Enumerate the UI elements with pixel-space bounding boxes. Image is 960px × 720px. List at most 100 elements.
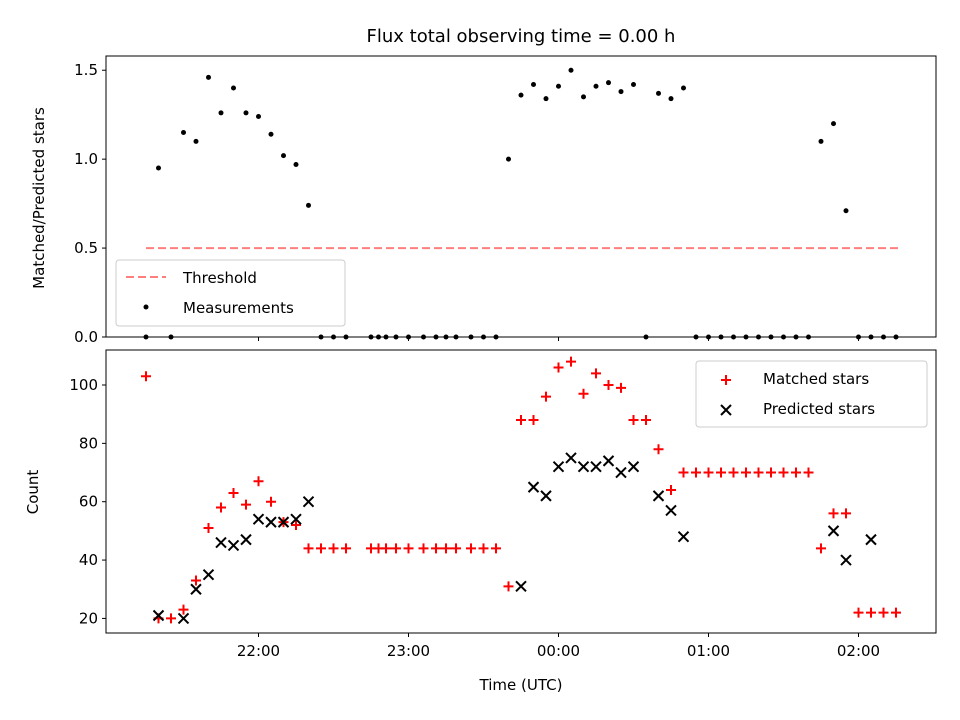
measurement-point — [168, 334, 174, 340]
matched-star-point — [816, 543, 826, 554]
measurement-point — [193, 138, 199, 144]
predicted-star-point — [840, 554, 852, 566]
matched-star-point — [303, 543, 314, 554]
measurement-point — [518, 92, 524, 98]
matched-star-point — [166, 613, 176, 624]
matched-star-point — [678, 467, 689, 478]
matched-star-point — [741, 467, 751, 478]
measurement-point — [433, 334, 439, 340]
measurement-point — [493, 334, 499, 340]
measurement-point — [181, 129, 186, 135]
matched-star-point — [553, 362, 564, 373]
matched-star-point — [753, 467, 764, 478]
matched-star-point — [878, 607, 889, 618]
predicted-star-point — [652, 490, 665, 502]
measurement-point — [421, 334, 426, 340]
measurement-point — [618, 89, 624, 95]
measurement-point — [793, 334, 799, 340]
measurement-point — [268, 131, 274, 137]
matched-star-point — [403, 543, 414, 554]
matched-star-point — [853, 607, 864, 618]
matched-star-point — [866, 607, 876, 618]
predicted-star-point — [865, 533, 877, 546]
measurement-point — [281, 153, 286, 159]
matched-star-point — [541, 391, 551, 402]
measurement-point — [593, 83, 599, 89]
matched-star-point — [431, 543, 441, 554]
legend-matched-swatch — [721, 375, 731, 385]
matched-star-point — [228, 487, 239, 498]
matched-star-point — [203, 522, 214, 533]
matched-star-point — [703, 467, 714, 478]
plot-layer: 0.0 0.5 1.0 1.5 Threshold Measurements 20 40 60 8… — [69, 55, 937, 660]
panel-1-y-tick-label: 60 — [79, 493, 98, 511]
measurement-point — [318, 334, 324, 340]
measurement-point — [668, 96, 674, 102]
matched-star-point — [216, 502, 226, 513]
measurement-point — [506, 156, 511, 162]
matched-star-point — [728, 467, 739, 478]
measurement-point — [818, 138, 824, 144]
predicted-star-point — [290, 513, 302, 525]
panel-0-y-tick-label: 0.5 — [74, 239, 98, 257]
predicted-star-point — [627, 460, 640, 473]
measurement-point — [781, 334, 786, 340]
measurement-point — [881, 334, 886, 340]
matched-star-point — [628, 415, 639, 426]
predicted-star-point — [190, 583, 202, 595]
panel-0-y-tick-label: 1.0 — [74, 150, 98, 168]
x-tick-label: 01:00 — [687, 642, 730, 660]
matched-star-point — [316, 543, 326, 554]
measurement-point — [343, 334, 349, 340]
matched-star-point — [328, 543, 339, 554]
matched-star-point — [503, 581, 514, 592]
measurement-point — [718, 334, 724, 340]
predicted-star-point — [302, 496, 315, 508]
matched-star-point — [241, 499, 251, 510]
panel-0-frame — [105, 55, 937, 338]
measurement-point — [731, 334, 736, 340]
panel-1-frame — [105, 349, 937, 634]
matched-star-point — [766, 467, 776, 478]
measurement-point — [368, 334, 374, 340]
x-tick-label: 02:00 — [837, 642, 880, 660]
measurement-point — [243, 110, 249, 116]
legend-threshold-label: Threshold — [182, 269, 257, 287]
matched-star-point — [791, 467, 801, 478]
measurement-point — [643, 334, 649, 340]
predicted-star-point — [615, 466, 627, 479]
matched-star-point — [441, 543, 451, 554]
top-legend — [115, 259, 346, 327]
measurement-point — [681, 85, 686, 91]
measurement-point — [468, 334, 474, 340]
predicted-star-point — [515, 580, 527, 593]
measurement-point — [556, 83, 561, 89]
x-axis-label: Time (UTC) — [479, 676, 563, 694]
matched-star-point — [466, 543, 476, 554]
top-y-axis-label: Matched/Predicted stars — [30, 107, 48, 289]
measurement-point — [806, 334, 811, 340]
measurement-point — [656, 90, 661, 96]
matched-star-point — [828, 508, 839, 519]
matched-star-point — [566, 356, 576, 367]
measurement-point — [831, 121, 836, 127]
bottom-y-axis-label: Count — [24, 470, 42, 515]
matched-star-point — [716, 467, 726, 478]
matched-star-point — [266, 496, 276, 507]
measurement-point — [768, 334, 774, 340]
matched-star-point — [691, 467, 701, 478]
predicted-star-point — [177, 612, 190, 625]
matched-star-point — [528, 415, 539, 426]
matched-star-point — [191, 575, 201, 586]
matched-star-point — [641, 415, 651, 426]
matched-star-point — [778, 467, 789, 478]
measurement-point — [568, 67, 574, 73]
measurement-point — [868, 334, 874, 340]
x-tick-label: 22:00 — [237, 642, 280, 660]
measurement-point — [543, 96, 549, 102]
x-tick-label: 23:00 — [387, 642, 430, 660]
panel-1-y-tick-label: 40 — [79, 551, 98, 569]
measurement-point — [331, 334, 336, 340]
predicted-star-point — [227, 539, 240, 552]
